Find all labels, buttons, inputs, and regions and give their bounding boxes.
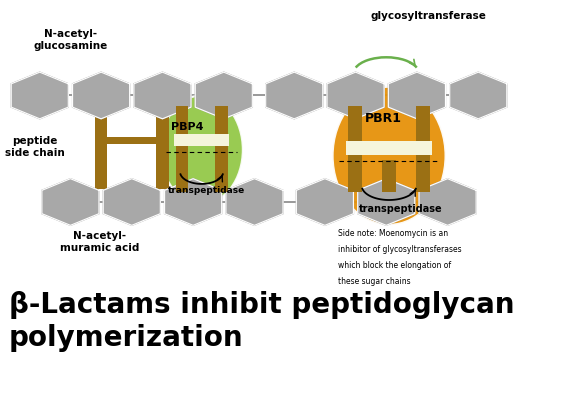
Text: inhibitor of glycosyltransferases: inhibitor of glycosyltransferases: [338, 245, 462, 253]
Ellipse shape: [160, 96, 243, 205]
Polygon shape: [73, 73, 130, 119]
Polygon shape: [42, 179, 99, 226]
Bar: [156, 109, 169, 190]
Polygon shape: [358, 179, 415, 226]
Text: PBP4: PBP4: [171, 122, 204, 131]
Bar: [176, 107, 188, 192]
Text: PBR1: PBR1: [365, 112, 402, 125]
Text: N-acetyl-
glucosamine: N-acetyl- glucosamine: [34, 29, 108, 51]
Bar: [174, 134, 229, 146]
Text: glycosyltransferase: glycosyltransferase: [371, 11, 487, 21]
Bar: [416, 107, 430, 192]
Polygon shape: [389, 73, 445, 119]
Text: Side note: Moenomycin is an: Side note: Moenomycin is an: [338, 229, 448, 237]
Bar: [95, 138, 169, 145]
Polygon shape: [327, 73, 384, 119]
Text: peptide
side chain: peptide side chain: [5, 136, 65, 157]
Text: transpeptidase: transpeptidase: [168, 186, 245, 195]
Text: which block the elongation of: which block the elongation of: [338, 261, 451, 269]
Polygon shape: [296, 179, 353, 226]
Bar: [95, 109, 107, 190]
Polygon shape: [419, 179, 476, 226]
Polygon shape: [103, 179, 160, 226]
Bar: [346, 141, 432, 155]
Text: N-acetyl-
muramic acid: N-acetyl- muramic acid: [60, 231, 139, 252]
Ellipse shape: [332, 87, 446, 225]
Polygon shape: [226, 179, 283, 226]
Bar: [348, 107, 362, 192]
Polygon shape: [11, 73, 68, 119]
Bar: [215, 107, 228, 192]
Text: β-Lactams inhibit peptidoglycan
polymerization: β-Lactams inhibit peptidoglycan polymeri…: [9, 291, 514, 351]
Bar: [382, 160, 396, 192]
Polygon shape: [266, 73, 323, 119]
Polygon shape: [450, 73, 507, 119]
Text: transpeptidase: transpeptidase: [358, 204, 442, 213]
Polygon shape: [134, 73, 191, 119]
Text: these sugar chains: these sugar chains: [338, 277, 411, 286]
Polygon shape: [195, 73, 252, 119]
Polygon shape: [165, 179, 222, 226]
